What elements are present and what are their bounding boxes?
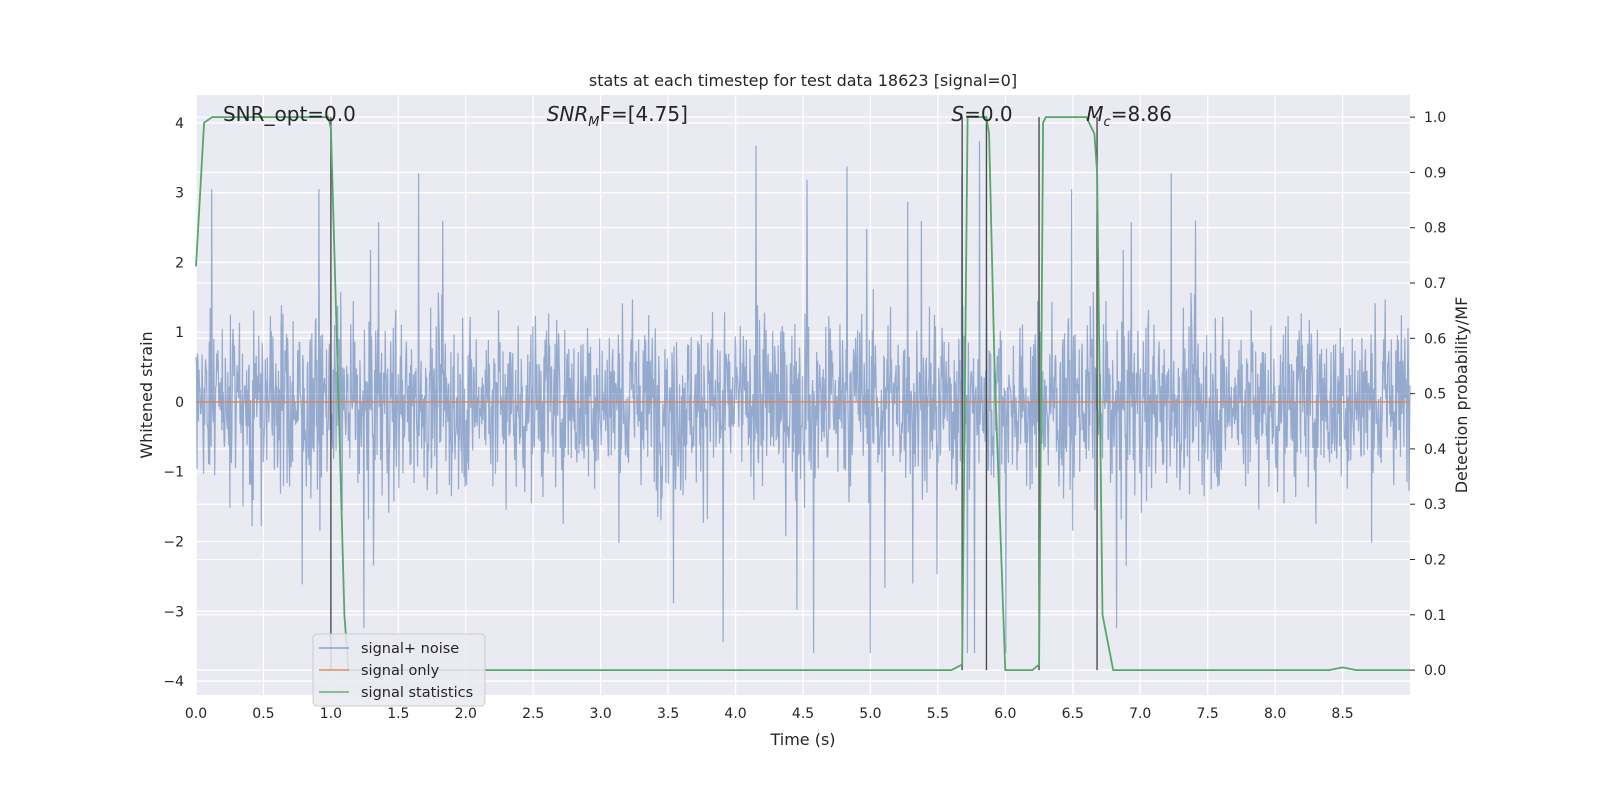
noise-line [195, 141, 1411, 654]
x-tick-label: 5.0 [859, 706, 881, 722]
annotation-suffix: =8.86 [1111, 102, 1172, 126]
y-left-tick-label: −3 [163, 604, 184, 620]
annotation-2: S=0.0 [951, 102, 1012, 126]
legend-box [312, 633, 486, 707]
y-right-tick-label: 0.9 [1424, 165, 1446, 181]
x-tick-label: 0.0 [185, 706, 207, 722]
annotation-main: SNR [547, 102, 589, 126]
x-tick-label: 6.5 [1062, 706, 1084, 722]
x-tick-label: 0.5 [252, 706, 274, 722]
annotation-main: S [951, 102, 964, 126]
chart-marks [195, 116, 1410, 671]
annotation-suffix: =0.0 [964, 102, 1013, 126]
x-tick-label: 3.5 [657, 706, 679, 722]
y-left-tick-label: −4 [163, 674, 184, 690]
y-left-tick-label: 1 [175, 325, 184, 341]
y-right-tick-label: 0.5 [1424, 387, 1446, 403]
y-right-tick-label: 1.0 [1424, 110, 1446, 126]
x-tick-label: 2.0 [455, 706, 477, 722]
y-left-tick-label: 0 [175, 395, 184, 411]
y-right-tick-label: 0.3 [1424, 497, 1446, 513]
y-left-tick-label: 3 [175, 186, 184, 202]
annotation-main: SNR_opt=0.0 [223, 102, 356, 126]
annotation-3: Mc=8.86 [1086, 102, 1172, 130]
annotations: SNR_opt=0.0 SNRMF=[4.75] S=0.0 Mc=8.86 [223, 102, 1172, 130]
annotation-1: SNRMF=[4.75] [547, 102, 688, 130]
annotation-subscript: M [588, 115, 599, 130]
y-right-tick-label: 0.0 [1424, 663, 1446, 679]
x-tick-label: 8.0 [1264, 706, 1286, 722]
x-tick-label: 4.5 [792, 706, 814, 722]
y-left-tick-label: −2 [163, 535, 184, 551]
y-left-tick-label: 4 [175, 116, 184, 132]
y-right-tick-label: 0.6 [1424, 331, 1446, 347]
annotation-0: SNR_opt=0.0 [223, 102, 356, 126]
x-tick-label: 8.5 [1331, 706, 1353, 722]
x-tick-label: 7.0 [1129, 706, 1151, 722]
y-axis-right-label: Detection probability/MF [1452, 297, 1471, 494]
x-tick-label: 6.0 [994, 706, 1016, 722]
x-tick-label: 7.5 [1197, 706, 1219, 722]
legend-label: signal statistics [361, 685, 473, 701]
y-right-tick-label: 0.1 [1424, 608, 1446, 624]
x-tick-label: 1.0 [320, 706, 342, 722]
annotation-subscript: c [1104, 115, 1111, 130]
chart-title: stats at each timestep for test data 186… [589, 71, 1017, 90]
y-right-tick-label: 0.2 [1424, 553, 1446, 569]
axes: 0.0 0.5 1.0 1.5 2.0 2.5 3.0 3.5 4.0 4.5 5.0 5.5 6.0 6… [163, 110, 1446, 722]
signal-statistics-line [195, 116, 1410, 671]
legend-label: signal+ noise [361, 641, 459, 657]
legend: signal+ noise signal only signal statistic… [312, 633, 486, 707]
x-tick-label: 4.0 [724, 706, 746, 722]
noise-series [195, 141, 1411, 654]
y-axis-left-label: Whitened strain [137, 331, 156, 458]
y-left-tick-label: −1 [163, 465, 184, 481]
y-right-tick-label: 0.7 [1424, 276, 1446, 292]
x-tick-label: 3.0 [590, 706, 612, 722]
y-left-tick-label: 2 [175, 255, 184, 271]
y-right-tick-label: 0.4 [1424, 442, 1446, 458]
annotation-main: M [1086, 102, 1103, 126]
x-tick-label: 1.5 [387, 706, 409, 722]
legend-label: signal only [361, 663, 440, 679]
x-tick-label: 2.5 [522, 706, 544, 722]
x-tick-label: 5.5 [927, 706, 949, 722]
y-right-tick-label: 0.8 [1424, 221, 1446, 237]
annotation-suffix: F=[4.75] [599, 102, 687, 126]
x-axis-label: Time (s) [769, 730, 835, 749]
